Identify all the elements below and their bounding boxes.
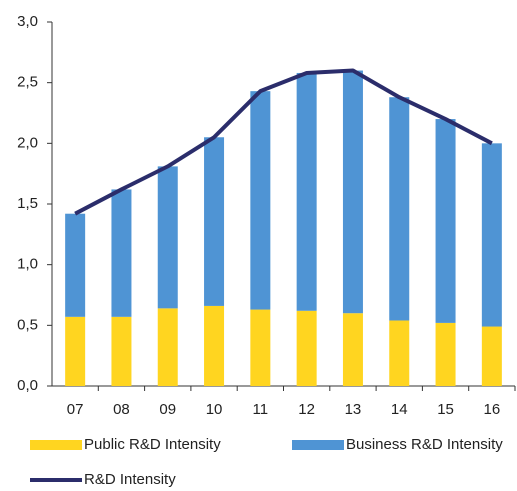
bar: [481, 143, 502, 327]
x-tick-label: 16: [484, 401, 501, 418]
bar: [65, 316, 86, 386]
y-tick-label: 0,0: [17, 377, 38, 394]
bar: [481, 326, 502, 386]
bar: [250, 309, 271, 386]
x-tick-label: 07: [67, 401, 84, 418]
bar: [157, 308, 178, 386]
y-tick-label: 2,0: [17, 134, 38, 151]
bar: [296, 310, 317, 386]
x-tick-label: 11: [253, 401, 269, 418]
y-tick-label: 0,5: [17, 316, 38, 333]
bar: [342, 70, 363, 314]
line: [74, 68, 493, 216]
x-tick-label: 10: [206, 401, 223, 418]
x-tick-label: 12: [298, 401, 315, 418]
y-tick-label: 3,0: [17, 13, 38, 30]
legend-label: Business R&D Intensity: [346, 436, 503, 453]
bar: [250, 91, 271, 310]
bar: [111, 189, 132, 317]
bar: [435, 119, 456, 323]
bar: [389, 320, 410, 386]
bar: [435, 322, 456, 386]
legend-label: Public R&D Intensity: [84, 436, 221, 453]
y-tick-label: 1,5: [17, 195, 38, 212]
legend-label: R&D Intensity: [84, 471, 176, 488]
bar: [389, 97, 410, 321]
y-tick-label: 2,5: [17, 74, 38, 91]
y-tick-label: 1,0: [17, 256, 38, 273]
bar: [204, 137, 225, 306]
legend-swatch: [30, 440, 82, 450]
bar: [204, 305, 225, 386]
bar: [342, 313, 363, 386]
x-tick-label: 13: [345, 401, 362, 418]
bar: [65, 213, 86, 317]
legend-swatch: [292, 440, 344, 450]
x-tick-label: 08: [113, 401, 130, 418]
x-tick-label: 14: [391, 401, 408, 418]
bar: [296, 72, 317, 311]
x-tick-label: 09: [159, 401, 176, 418]
bar: [111, 316, 132, 386]
x-tick-label: 15: [437, 401, 454, 418]
bar: [157, 166, 178, 309]
